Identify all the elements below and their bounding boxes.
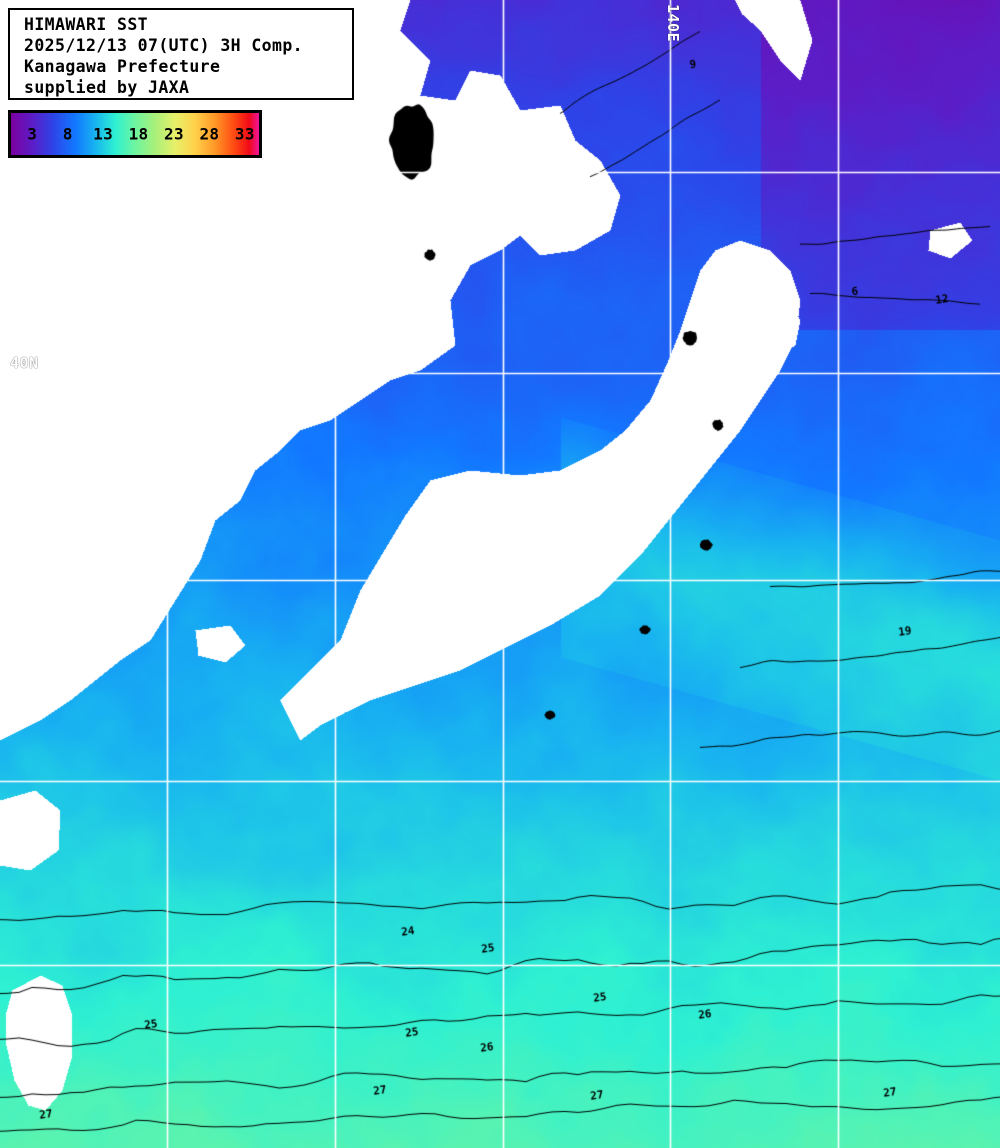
product-title: HIMAWARI SST [24, 15, 149, 34]
colorbar-tick-labels: 3 8 13 18 23 28 33 [11, 113, 259, 155]
colorbar-tick-18: 18 [128, 124, 149, 144]
colorbar-tick-3: 3 [27, 124, 38, 144]
product-credit: supplied by JAXA [24, 78, 190, 97]
colorbar-tick-8: 8 [62, 124, 73, 144]
colorbar-tick-13: 13 [93, 124, 114, 144]
latitude-label-40n: 40N [10, 354, 39, 372]
colorbar-tick-23: 23 [164, 124, 184, 144]
product-info-box: HIMAWARI SST 2025/12/13 07(UTC) 3H Comp.… [8, 8, 354, 100]
product-datetime: 2025/12/13 07(UTC) 3H Comp. [24, 36, 304, 55]
colorbar-gradient [11, 113, 259, 155]
colorbar-tick-28: 28 [199, 124, 220, 144]
longitude-label-140e: 140E [664, 4, 682, 43]
product-region: Kanagawa Prefecture [24, 57, 221, 76]
colorbar-tick-33: 33 [234, 124, 255, 144]
sst-colorbar: 3 8 13 18 23 28 33 [8, 110, 262, 158]
